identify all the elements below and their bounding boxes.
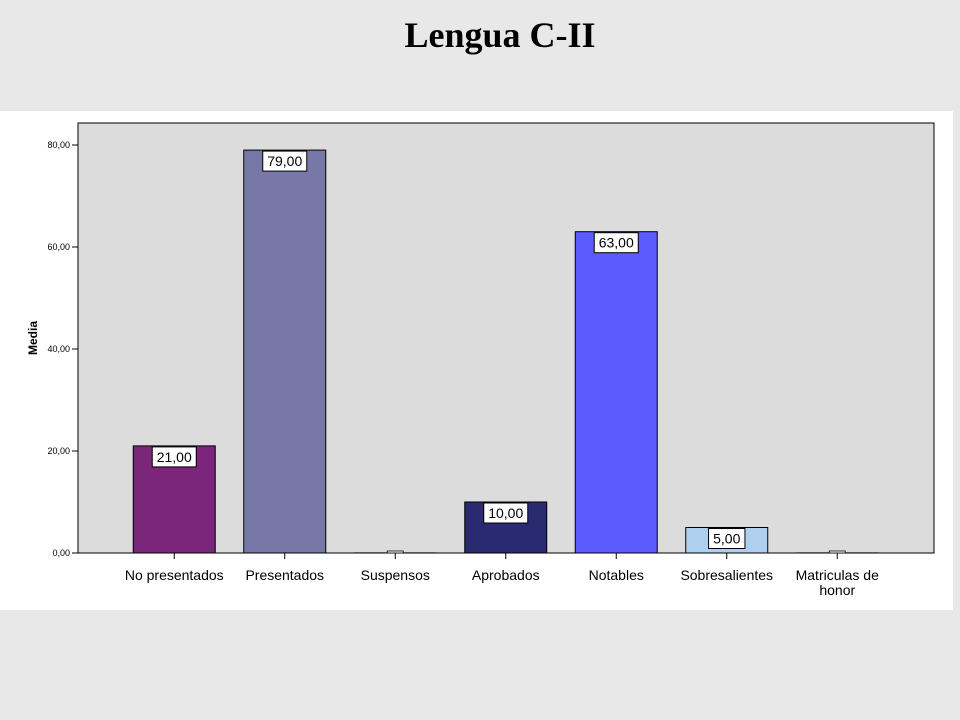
chart-panel: 0,00 20,00 40,00 60,00 80,00 21,00 79,00 10,00… [0,111,953,610]
data-label: 79,00 [267,153,302,169]
x-tick-label: Matriculas de [796,567,879,583]
bar-chart: 0,00 20,00 40,00 60,00 80,00 21,00 79,00 10,00… [26,122,935,598]
data-label-box [593,232,639,254]
x-tick-label: Presentados [245,567,324,583]
y-tick-label: 60,00 [47,242,70,252]
x-tick-label: Aprobados [472,567,540,583]
bars: 21,00 79,00 10,00 63,00 5,00 [132,149,879,554]
y-axis: 0,00 20,00 40,00 60,00 80,00 [47,140,78,558]
bar [574,231,658,554]
data-label: 10,00 [488,505,523,521]
y-axis-title: Media [26,321,40,355]
data-label-box [262,150,308,172]
data-label: 63,00 [599,235,634,251]
x-tick-label: Sobresalientes [680,567,773,583]
y-tick-label: 0,00 [52,548,70,558]
data-label: 21,00 [157,449,192,465]
data-label-box [483,502,529,524]
slide-title: Lengua C-II [404,15,596,55]
data-label-box [708,528,746,549]
empty-label-box [386,550,404,554]
y-tick-label: 80,00 [47,140,70,150]
x-axis: No presentados Presentados Suspensos Aproba… [125,553,879,598]
x-tick-label: Suspensos [361,567,430,583]
empty-label-box [828,550,846,554]
x-tick-label: honor [819,582,855,598]
data-label-box [151,446,197,468]
x-tick-label: No presentados [125,567,224,583]
plot-area [77,122,935,554]
bar [243,149,327,554]
data-label: 5,00 [713,531,740,547]
x-tick-label: Notables [589,567,644,583]
y-tick-label: 20,00 [47,446,70,456]
y-tick-label: 40,00 [47,344,70,354]
